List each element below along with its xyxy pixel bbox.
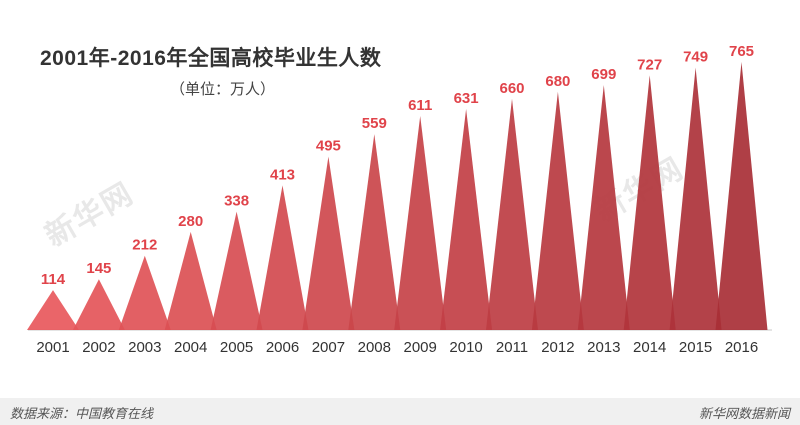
data-label-2003: 212 — [132, 237, 157, 254]
data-label-2002: 145 — [86, 260, 111, 277]
x-tick-label-2015: 2015 — [679, 339, 712, 356]
data-peak-2013 — [577, 85, 630, 330]
data-label-2014: 727 — [637, 56, 662, 73]
x-tick-label-2010: 2010 — [449, 339, 482, 356]
x-tick-label-2011: 2011 — [496, 339, 528, 356]
x-tick-label-2009: 2009 — [404, 339, 437, 356]
data-peak-2006 — [256, 185, 309, 330]
data-peak-2002 — [72, 279, 125, 330]
x-tick-label-2006: 2006 — [266, 339, 299, 356]
data-label-2008: 559 — [362, 115, 387, 132]
data-label-2013: 699 — [591, 66, 616, 83]
data-peak-2015 — [669, 67, 722, 331]
data-peak-2005 — [210, 211, 263, 330]
data-label-2005: 338 — [224, 193, 249, 210]
data-label-2009: 611 — [408, 97, 432, 114]
x-tick-label-2003: 2003 — [128, 339, 161, 356]
data-label-2004: 280 — [178, 213, 203, 230]
data-peak-2007 — [302, 156, 355, 330]
x-tick-label-2005: 2005 — [220, 339, 253, 356]
data-label-2006: 413 — [270, 166, 295, 183]
data-label-2016: 765 — [729, 43, 754, 60]
data-label-2015: 749 — [683, 49, 708, 66]
data-label-2010: 631 — [454, 90, 479, 107]
data-peak-2008 — [348, 134, 401, 330]
data-peak-2009 — [394, 115, 447, 331]
data-peak-2016 — [715, 62, 768, 330]
data-peak-2010 — [440, 108, 493, 331]
x-tick-label-2014: 2014 — [633, 339, 666, 356]
data-peak-2014 — [623, 75, 676, 331]
x-tick-label-2007: 2007 — [312, 339, 345, 356]
data-label-2007: 495 — [316, 138, 341, 155]
data-label-2012: 680 — [545, 73, 570, 90]
source-text: 数据来源：中国教育在线 — [10, 406, 154, 421]
data-peak-2004 — [164, 231, 217, 330]
chart-subtitle: （单位：万人） — [170, 81, 276, 98]
footer-bar: 数据来源：中国教育在线 新华网数据新闻 — [0, 398, 800, 425]
x-tick-label-2004: 2004 — [174, 339, 207, 356]
x-tick-label-2013: 2013 — [587, 339, 620, 356]
x-tick-label-2016: 2016 — [725, 339, 758, 356]
data-peak-2001 — [27, 290, 79, 330]
x-tick-label-2012: 2012 — [541, 339, 574, 356]
x-tick-label-2002: 2002 — [82, 339, 115, 356]
chart-title: 2001年-2016年全国高校毕业生人数 — [40, 47, 382, 70]
data-peak-2003 — [118, 255, 171, 330]
x-tick-label-2008: 2008 — [358, 339, 391, 356]
data-label-2001: 114 — [41, 271, 66, 288]
chart-canvas: 114 2001 145 2002 212 2003 280 2004 338 2005 413 20… — [27, 43, 772, 356]
data-label-2011: 660 — [499, 80, 524, 97]
data-peak-2012 — [531, 91, 584, 331]
data-peak-2011 — [486, 98, 538, 330]
x-tick-label-2001: 2001 — [36, 339, 69, 356]
brand-text: 新华网数据新闻 — [698, 406, 790, 421]
